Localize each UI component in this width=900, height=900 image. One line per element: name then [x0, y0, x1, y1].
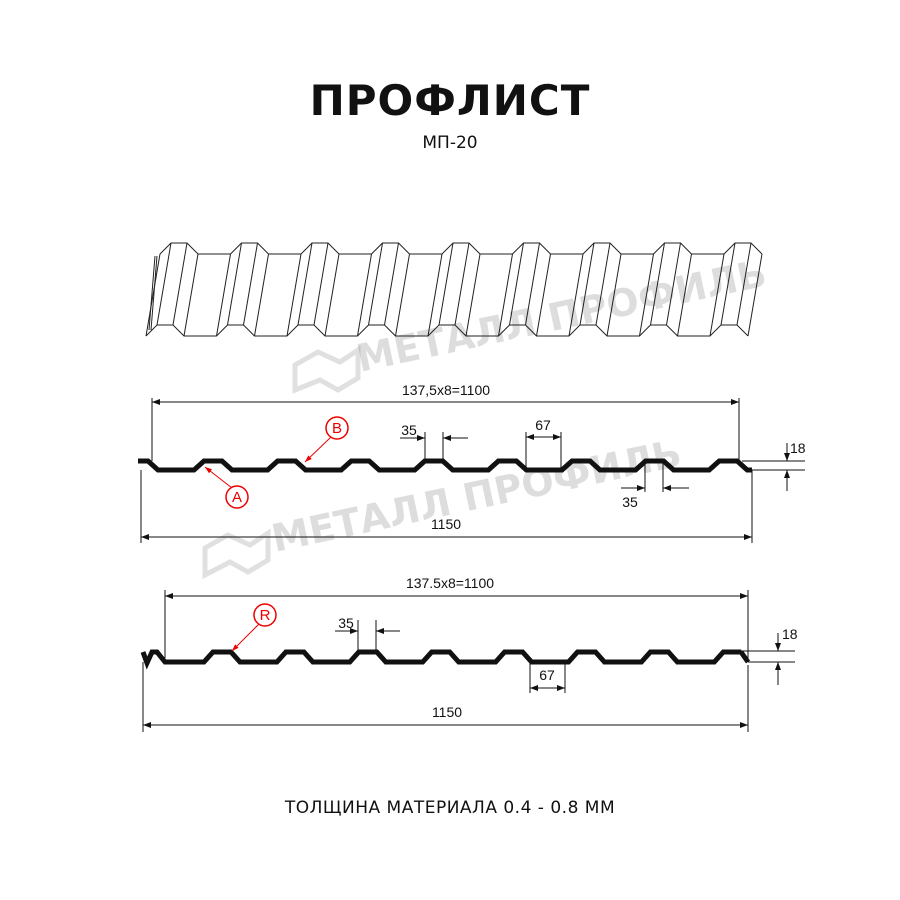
- page-title: ПРОФЛИСТ: [309, 76, 591, 125]
- sheet-edge: [156, 242, 172, 326]
- width-dimension-label: 1150: [431, 516, 461, 532]
- height-dimension-label: 18: [782, 626, 798, 642]
- mark-r-circle: [253, 603, 277, 627]
- sheet-edge: [465, 253, 481, 337]
- sheet-edge: [720, 242, 736, 326]
- rib-top-dimension-label: 35: [401, 422, 417, 438]
- mark-r-label: R: [260, 607, 271, 624]
- sheet-edge: [227, 242, 242, 326]
- sheet-edge: [395, 253, 410, 337]
- sheet-edge: [254, 253, 269, 337]
- sheet-edge: [183, 253, 199, 337]
- sheet-edge: [709, 253, 725, 337]
- pitch-dimension-label: 137.5x8=1100: [406, 575, 494, 591]
- sheet-edge: [736, 242, 752, 326]
- sheet-edge: [650, 242, 665, 326]
- sheet-edge: [606, 253, 622, 337]
- sheet-edge: [368, 242, 383, 326]
- mark-a-label: A: [232, 489, 242, 506]
- sheet-edge: [438, 242, 454, 326]
- sheet-3d-view: [145, 242, 763, 337]
- pitch-dimension-label: 137,5x8=1100: [402, 382, 490, 398]
- sheet-edge: [150, 255, 158, 331]
- profile-b: 137.5x8=1100 1150 35 67 18 R: [140, 575, 798, 732]
- sheet-edge: [639, 253, 654, 337]
- sheet-bottom-edge: [145, 324, 749, 337]
- watermark-2: МЕТАЛЛ ПРОФИЛЬ: [202, 431, 685, 580]
- sheet-edge: [297, 242, 313, 326]
- sheet-edge: [172, 242, 188, 326]
- mark-b-circle: [325, 416, 349, 440]
- sheet-edge: [579, 242, 595, 326]
- bottom-dimension-label: 35: [622, 494, 638, 510]
- valley-dimension-label: 67: [539, 667, 555, 683]
- sheet-edge: [216, 253, 231, 337]
- sheet-top-edge: [159, 242, 763, 255]
- sheet-edge: [324, 253, 340, 337]
- profile-b-outline: [140, 649, 751, 670]
- sheet-edge: [384, 242, 399, 326]
- sheet-edge: [286, 253, 302, 337]
- profile-a-outline: [138, 458, 752, 473]
- material-thickness-note: ТОЛЩИНА МАТЕРИАЛА 0.4 - 0.8 ММ: [284, 798, 616, 818]
- watermark-text: МЕТАЛЛ ПРОФИЛЬ: [353, 251, 770, 381]
- sheet-edge: [677, 253, 692, 337]
- sheet-edge: [595, 242, 611, 326]
- sheet-edge: [148, 255, 156, 331]
- valley-dimension-label: 67: [535, 417, 551, 433]
- height-dimension-label: 18: [790, 440, 806, 456]
- sheet-edge: [525, 242, 540, 326]
- sheet-edge: [568, 253, 584, 337]
- sheet-edge: [747, 253, 763, 337]
- width-dimension-label: 1150: [432, 704, 462, 720]
- sheet-edge: [454, 242, 470, 326]
- sheet-edge: [666, 242, 681, 326]
- sheet-edge: [313, 242, 329, 326]
- profile-a: 137,5x8=1100 1150 35 67 35: [138, 382, 806, 543]
- sheet-edge: [145, 253, 161, 337]
- sheet-edge: [536, 253, 551, 337]
- mark-b-label: B: [332, 420, 342, 437]
- sheet-edge: [427, 253, 443, 337]
- watermark-1: МЕТАЛЛ ПРОФИЛЬ: [292, 251, 770, 394]
- sheet-edge: [498, 253, 513, 337]
- sheet-edge: [357, 253, 372, 337]
- mark-a-circle: [225, 485, 249, 509]
- sheet-edge: [243, 242, 258, 326]
- sheet-edge: [509, 242, 524, 326]
- rib-top-dimension-label: 35: [338, 615, 354, 631]
- page-subtitle: МП-20: [422, 133, 478, 153]
